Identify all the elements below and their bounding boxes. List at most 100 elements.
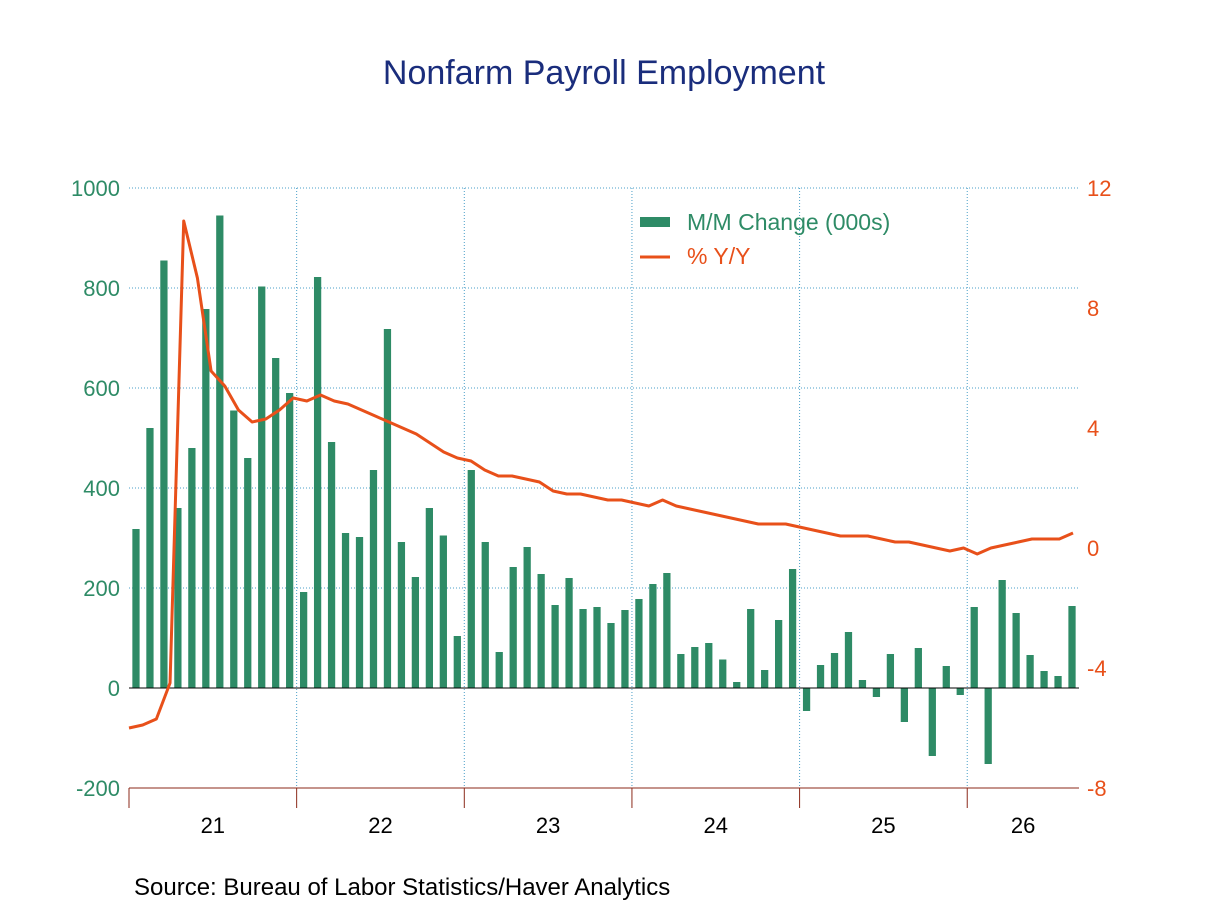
bar <box>747 609 755 688</box>
bar <box>677 654 685 688</box>
bar <box>970 607 978 688</box>
x-tick-label: 25 <box>871 813 895 838</box>
legend: M/M Change (000s) % Y/Y <box>640 209 890 269</box>
bar <box>761 670 769 688</box>
left-tick-label: 800 <box>83 276 120 301</box>
bar <box>788 569 797 688</box>
bar <box>802 688 811 711</box>
bar <box>663 573 671 688</box>
bar <box>858 680 867 688</box>
bar <box>174 508 182 688</box>
right-axis: -8 -4 0 4 8 12 <box>1087 176 1111 801</box>
bar <box>844 632 853 688</box>
bar <box>313 277 322 688</box>
x-tick-label: 22 <box>368 813 392 838</box>
line-series <box>128 219 1074 730</box>
bar <box>509 567 517 688</box>
bar <box>244 458 252 688</box>
left-tick-label: 1000 <box>71 176 120 201</box>
bar <box>914 648 922 688</box>
bar <box>327 442 336 688</box>
right-tick-label: -8 <box>1087 776 1107 801</box>
right-tick-label: 8 <box>1087 296 1099 321</box>
left-tick-label: 400 <box>83 476 120 501</box>
bar <box>1026 655 1034 688</box>
bar <box>621 610 629 688</box>
bar <box>481 542 489 688</box>
bar <box>886 654 895 688</box>
source-note: Source: Bureau of Labor Statistics/Haver… <box>134 874 670 901</box>
legend-line-label: % Y/Y <box>687 243 751 269</box>
bar <box>146 428 154 688</box>
yoy-line <box>128 219 1074 730</box>
bar <box>733 682 741 688</box>
bar <box>872 688 881 697</box>
x-tick-label: 26 <box>1011 813 1035 838</box>
bar <box>900 688 908 722</box>
bar <box>523 547 531 688</box>
right-tick-label: -4 <box>1087 656 1107 681</box>
right-tick-label: 12 <box>1087 176 1111 201</box>
left-tick-label: -200 <box>76 776 120 801</box>
bar <box>593 607 601 688</box>
bar <box>397 542 406 688</box>
bar <box>230 410 238 688</box>
bar <box>355 537 364 688</box>
bar <box>607 623 615 688</box>
x-tick-label: 21 <box>201 813 225 838</box>
bar <box>272 358 280 688</box>
bar <box>1054 676 1062 688</box>
left-tick-label: 600 <box>83 376 120 401</box>
bar <box>719 659 727 688</box>
bar <box>1040 671 1048 688</box>
x-axis: 21 22 23 24 25 26 <box>128 787 1079 838</box>
bar <box>202 309 210 688</box>
bar <box>411 577 420 688</box>
right-tick-label: 0 <box>1087 536 1099 561</box>
bar <box>537 574 545 688</box>
bar <box>649 584 657 688</box>
x-tick-label: 23 <box>536 813 560 838</box>
bar <box>439 535 447 688</box>
bar <box>775 620 783 688</box>
bar <box>383 329 392 688</box>
bar <box>132 529 140 688</box>
bar <box>286 393 294 688</box>
bar <box>816 665 825 688</box>
bar <box>984 688 992 764</box>
chart-title: Nonfarm Payroll Employment <box>383 54 826 92</box>
left-tick-label: 200 <box>83 576 120 601</box>
bar-series <box>132 215 1076 764</box>
bar <box>216 215 224 688</box>
bar <box>928 688 936 756</box>
bar <box>341 533 350 688</box>
bar <box>258 286 266 688</box>
bar <box>551 605 559 688</box>
bar <box>635 599 643 688</box>
bar <box>467 470 475 688</box>
bar <box>188 448 196 688</box>
bar <box>705 643 713 688</box>
x-tick-label: 24 <box>704 813 728 838</box>
bar <box>956 688 964 695</box>
right-tick-label: 4 <box>1087 416 1099 441</box>
bar <box>998 580 1006 688</box>
bar <box>579 609 587 688</box>
grid <box>129 187 1079 788</box>
bar <box>160 260 168 688</box>
bar <box>1068 606 1076 688</box>
bar <box>495 652 503 688</box>
bar <box>369 470 378 688</box>
bar <box>1012 613 1020 688</box>
left-tick-label: 0 <box>108 676 120 701</box>
legend-bar-swatch <box>640 217 670 227</box>
bar <box>830 653 839 688</box>
bar <box>942 666 950 688</box>
left-axis: -200 0 200 400 600 800 1000 <box>71 176 120 801</box>
bar <box>565 578 573 688</box>
bar <box>425 508 433 688</box>
legend-bar-label: M/M Change (000s) <box>687 209 890 235</box>
bar <box>691 647 699 688</box>
bar <box>453 636 461 688</box>
